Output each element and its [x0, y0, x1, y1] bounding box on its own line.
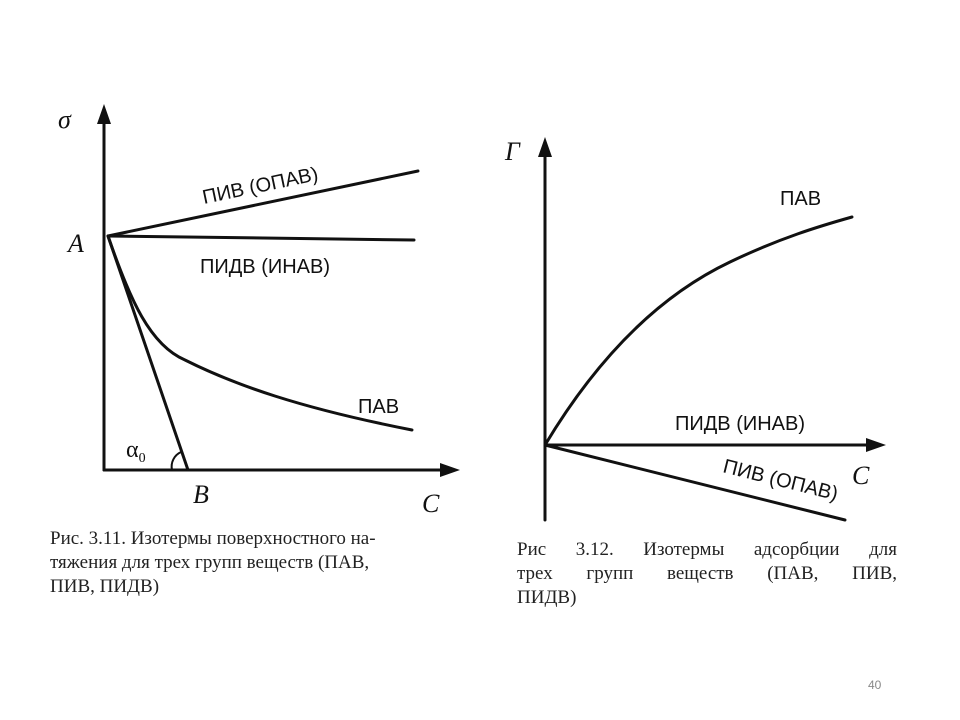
right-label-pav: ПАВ: [780, 188, 821, 210]
left-y-arrow: [97, 104, 111, 124]
caption-left: Рис. 3.11. Изотермы поверхностного на- т…: [50, 527, 470, 599]
angle-alpha: α: [126, 437, 139, 463]
left-curve-pav: [106, 234, 414, 432]
right-x-arrow: [866, 438, 886, 452]
right-curve-piv: [543, 443, 847, 522]
angle-label: α0: [126, 437, 146, 466]
left-x-arrow: [440, 463, 460, 477]
figure-surface-tension: [97, 104, 460, 477]
point-a-label: A: [66, 229, 84, 258]
left-curve-piv: [106, 169, 420, 238]
figure-adsorption: [538, 137, 886, 522]
caption-left-line: ПИВ, ПИДВ): [50, 576, 160, 597]
right-label-piv: ПИВ (ОПАВ): [721, 456, 840, 506]
page-number: 40: [868, 678, 882, 692]
left-x-axis-label: C: [422, 489, 440, 518]
angle-arc: [170, 451, 182, 471]
point-b-label: B: [193, 480, 209, 509]
caption-left-line: Рис. 3.11. Изотермы поверхностного на-: [50, 528, 376, 549]
left-tangent-line: [106, 234, 190, 472]
left-label-pav: ПАВ: [358, 396, 399, 418]
right-y-arrow: [538, 137, 552, 157]
caption-right: Рис 3.12. Изотермы адсорбции для трех гр…: [517, 538, 897, 610]
caption-right-line: трех групп веществ (ПАВ, ПИВ,: [517, 563, 897, 584]
right-y-axis-label: Г: [504, 137, 521, 166]
caption-left-line: тяжения для трех групп веществ (ПАВ,: [50, 552, 370, 573]
left-curve-pidv: [106, 234, 416, 242]
right-x-axis-label: C: [852, 461, 870, 490]
caption-right-line: Рис 3.12. Изотермы адсорбции для: [517, 539, 897, 560]
right-curve-pav: [543, 215, 854, 447]
right-label-pidv: ПИДВ (ИНАВ): [675, 413, 805, 435]
left-y-axis-label: σ: [58, 105, 72, 134]
caption-right-line: ПИДВ): [517, 587, 577, 608]
left-label-pidv: ПИДВ (ИНАВ): [200, 256, 330, 278]
left-label-piv: ПИВ (ОПАВ): [201, 163, 321, 209]
angle-subscript: 0: [139, 451, 146, 466]
